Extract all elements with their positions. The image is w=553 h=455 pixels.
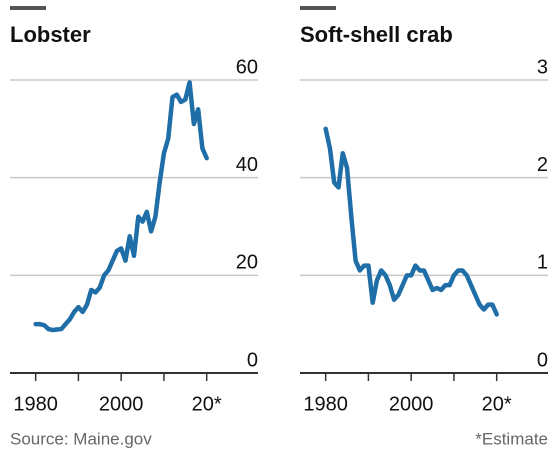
- title-rule: [10, 6, 46, 10]
- data-line: [33, 80, 209, 333]
- y-tick-label: 0: [537, 349, 548, 371]
- x-tick-label: 20*: [482, 393, 512, 415]
- y-tick-label: 2: [537, 154, 548, 176]
- x-tick-label: 1980: [303, 393, 348, 415]
- x-tick-label: 2000: [389, 393, 434, 415]
- title-rule: [300, 6, 336, 10]
- y-tick-label: 1: [537, 252, 548, 274]
- data-line: [323, 126, 499, 317]
- y-tick-label: 40: [236, 154, 258, 176]
- y-tick-label: 20: [236, 252, 258, 274]
- x-tick-label: 1980: [13, 393, 58, 415]
- y-tick-label: 0: [247, 349, 258, 371]
- y-tick-label: 3: [537, 56, 548, 78]
- footnote: *Estimate: [475, 429, 548, 448]
- y-tick-label: 60: [236, 56, 258, 78]
- x-tick-label: 20*: [192, 393, 222, 415]
- source: Source: Maine.gov: [10, 429, 152, 448]
- panel-title: Soft-shell crab: [300, 22, 453, 47]
- x-tick-label: 2000: [99, 393, 144, 415]
- panel-title: Lobster: [10, 22, 91, 47]
